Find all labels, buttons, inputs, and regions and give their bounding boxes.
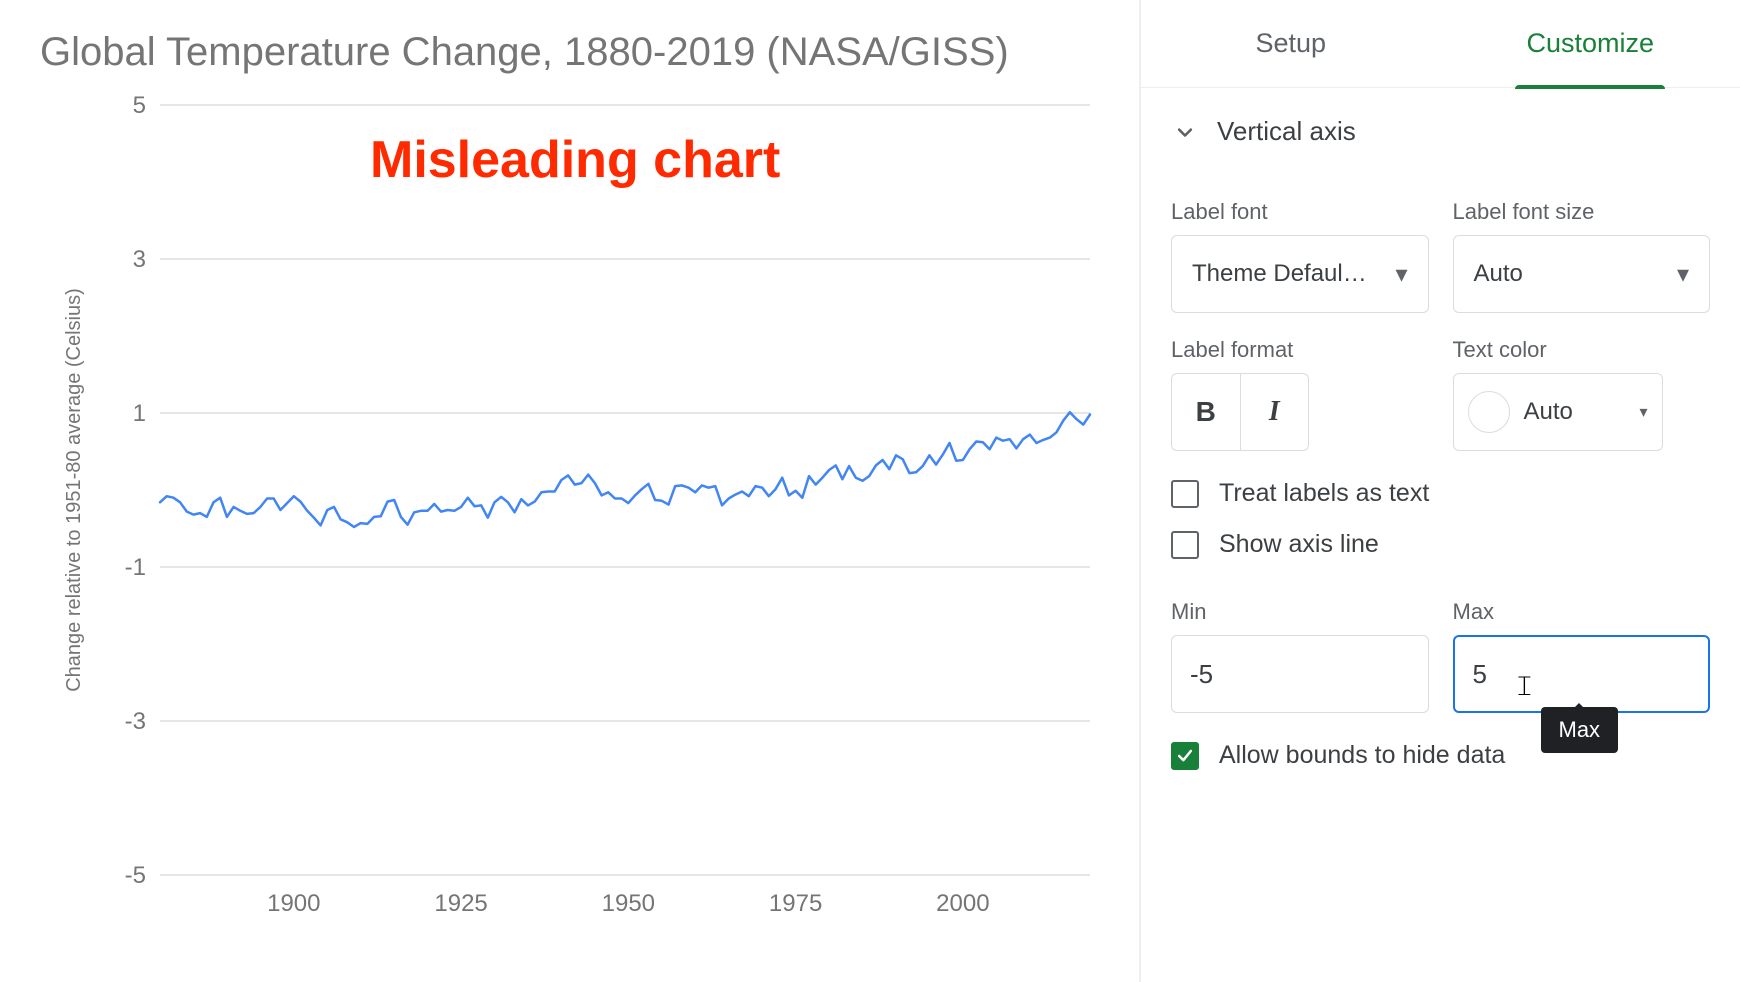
svg-text:-1: -1 xyxy=(125,554,146,581)
max-tooltip: Max xyxy=(1541,707,1619,753)
chart-panel: Global Temperature Change, 1880-2019 (NA… xyxy=(0,0,1140,982)
allow-bounds-label: Allow bounds to hide data xyxy=(1219,741,1505,770)
max-label: Max xyxy=(1453,599,1711,625)
svg-text:Change relative to 1951-80 ave: Change relative to 1951-80 average (Cels… xyxy=(63,288,85,692)
checkbox-checked-icon xyxy=(1171,742,1199,770)
chart-editor-sidebar: Setup Customize Vertical axis Label font… xyxy=(1140,0,1740,982)
svg-text:-3: -3 xyxy=(125,708,146,735)
text-color-value: Auto xyxy=(1524,398,1626,426)
color-swatch xyxy=(1468,391,1510,433)
label-font-label: Label font xyxy=(1171,199,1429,225)
treat-labels-checkbox[interactable]: Treat labels as text xyxy=(1171,479,1710,508)
svg-text:1925: 1925 xyxy=(434,890,487,917)
chart-overlay-text: Misleading chart xyxy=(370,130,780,190)
label-font-size-value: Auto xyxy=(1474,260,1523,288)
min-label: Min xyxy=(1171,599,1429,625)
line-chart: -5 -3 -1 1 3 5 1900 1925 1950 1975 2000 Change rela… xyxy=(40,75,1100,955)
svg-text:1: 1 xyxy=(133,400,146,427)
show-axis-line-label: Show axis line xyxy=(1219,530,1379,559)
svg-text:1900: 1900 xyxy=(267,890,320,917)
allow-bounds-checkbox[interactable]: Allow bounds to hide data xyxy=(1171,741,1710,770)
label-font-size-select[interactable]: Auto ▾ xyxy=(1453,235,1711,313)
label-font-value: Theme Defaul… xyxy=(1192,260,1367,288)
section-label: Vertical axis xyxy=(1217,116,1356,147)
chevron-down-icon xyxy=(1171,118,1199,146)
svg-text:1975: 1975 xyxy=(769,890,822,917)
caret-down-icon: ▾ xyxy=(1639,402,1647,422)
italic-button[interactable]: I xyxy=(1241,374,1309,450)
svg-text:3: 3 xyxy=(133,246,146,273)
label-format-group: B I xyxy=(1171,373,1309,451)
checkbox-icon xyxy=(1171,531,1199,559)
section-vertical-axis[interactable]: Vertical axis xyxy=(1141,88,1740,165)
show-axis-line-checkbox[interactable]: Show axis line xyxy=(1171,530,1710,559)
caret-down-icon: ▾ xyxy=(1395,260,1407,289)
bold-button[interactable]: B xyxy=(1172,374,1241,450)
min-input[interactable] xyxy=(1171,635,1429,713)
label-font-size-label: Label font size xyxy=(1453,199,1711,225)
label-format-label: Label format xyxy=(1171,337,1429,363)
section-body: Label font Theme Defaul… ▾ Label font si… xyxy=(1141,165,1740,770)
treat-labels-label: Treat labels as text xyxy=(1219,479,1429,508)
checkbox-icon xyxy=(1171,480,1199,508)
svg-text:-5: -5 xyxy=(125,862,146,889)
svg-text:1950: 1950 xyxy=(602,890,655,917)
caret-down-icon: ▾ xyxy=(1677,260,1689,289)
chart-title: Global Temperature Change, 1880-2019 (NA… xyxy=(40,30,1100,75)
text-color-label: Text color xyxy=(1453,337,1711,363)
svg-text:2000: 2000 xyxy=(936,890,989,917)
label-font-select[interactable]: Theme Defaul… ▾ xyxy=(1171,235,1429,313)
sidebar-tabs: Setup Customize xyxy=(1141,0,1740,88)
svg-text:5: 5 xyxy=(133,92,146,119)
tab-customize[interactable]: Customize xyxy=(1441,0,1740,87)
tab-setup[interactable]: Setup xyxy=(1141,0,1441,87)
text-color-select[interactable]: Auto ▾ xyxy=(1453,373,1663,451)
